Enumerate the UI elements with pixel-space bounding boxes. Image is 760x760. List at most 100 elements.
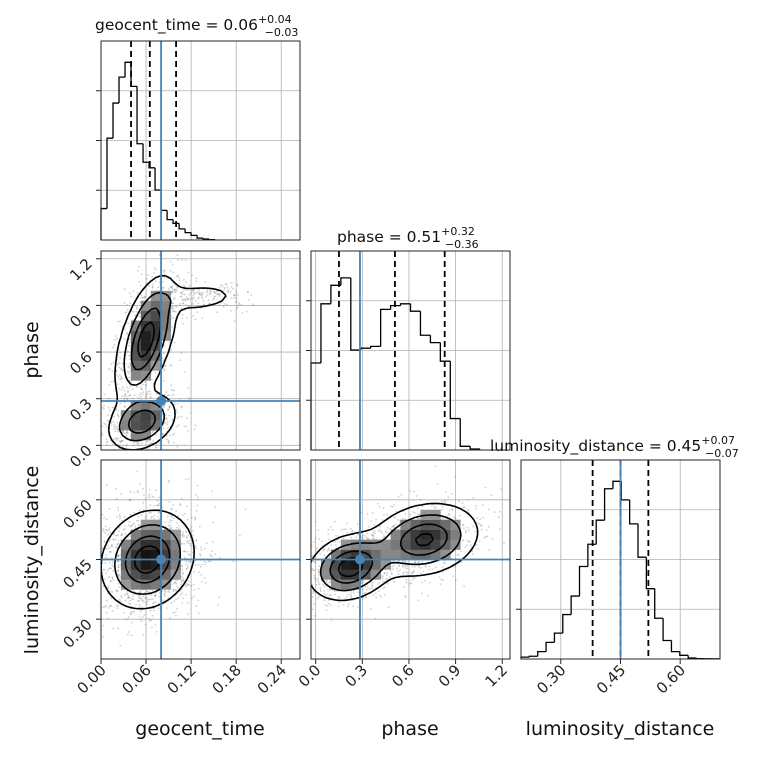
scatter-point: [175, 598, 178, 601]
scatter-point: [414, 566, 416, 568]
scatter-point: [176, 411, 179, 414]
scatter-point: [413, 490, 415, 493]
scatter-point: [117, 509, 120, 512]
scatter-point: [119, 563, 121, 566]
scatter-point: [171, 418, 174, 421]
scatter-point: [194, 299, 197, 302]
scatter-point: [317, 568, 320, 571]
scatter-point: [149, 396, 151, 399]
scatter-point: [181, 569, 184, 572]
scatter-point: [381, 580, 384, 583]
density-cell: [130, 539, 142, 550]
title-luminosity-distance-value: luminosity_distance = 0.45: [490, 437, 701, 456]
scatter-point: [174, 289, 177, 292]
scatter-point: [129, 302, 131, 305]
hist-bin: [603, 488, 613, 521]
scatter-panel-geocent-time-vs-luminosity-distance: [100, 459, 301, 660]
scatter-point: [338, 601, 340, 604]
scatter-point: [191, 298, 194, 301]
scatter-point: [397, 565, 400, 567]
scatter-point: [107, 567, 110, 570]
density-cell: [140, 549, 152, 560]
scatter-point: [419, 566, 422, 569]
scatter-point: [318, 565, 321, 568]
scatter-point: [177, 597, 180, 599]
scatter-point: [232, 296, 235, 299]
scatter-point: [238, 303, 240, 306]
scatter-point: [470, 544, 472, 546]
hist-bin: [320, 303, 331, 364]
scatter-point: [117, 604, 120, 606]
scatter-point: [191, 301, 194, 304]
density-cell: [120, 549, 132, 560]
scatter-point: [143, 295, 146, 298]
density-cell: [160, 559, 171, 570]
scatter-point: [380, 576, 383, 579]
scatter-point: [138, 597, 140, 600]
scatter-point: [480, 524, 482, 527]
title-phase-value: phase = 0.51: [337, 228, 441, 246]
scatter-point: [190, 516, 193, 519]
scatter-point: [147, 440, 149, 443]
scatter-point: [186, 541, 189, 543]
scatter-point: [175, 305, 177, 308]
scatter-point: [176, 274, 179, 277]
scatter-point: [478, 523, 481, 526]
scatter-point: [142, 296, 144, 299]
hist-bin: [687, 655, 697, 659]
scatter-point: [212, 521, 215, 524]
scatter-point: [206, 289, 209, 292]
scatter-point: [142, 594, 145, 597]
scatter-point: [467, 529, 470, 532]
hist-bin: [553, 632, 563, 643]
scatter-point: [169, 351, 171, 354]
scatter-point: [114, 534, 116, 537]
scatter-point: [417, 599, 420, 602]
scatter-point: [184, 298, 187, 301]
scatter-point: [180, 258, 183, 261]
scatter-point: [214, 506, 217, 509]
scatter-point: [319, 590, 322, 593]
scatter-point: [129, 394, 132, 397]
scatter-point: [443, 500, 446, 503]
scatter-point: [311, 596, 314, 598]
scatter-point: [370, 520, 372, 522]
scatter-point: [107, 533, 109, 536]
scatter-point: [105, 518, 108, 521]
scatter-point: [370, 608, 372, 610]
scatter-point: [201, 291, 204, 294]
scatter-point: [182, 572, 185, 574]
scatter-point: [402, 564, 405, 567]
scatter-point: [227, 291, 230, 294]
scatter-point: [184, 259, 187, 262]
scatter-point: [337, 605, 340, 608]
scatter-point: [171, 305, 174, 308]
scatter-point: [402, 561, 405, 563]
scatter-point: [395, 510, 398, 513]
scatter-point: [451, 493, 454, 495]
hist-bin: [154, 167, 162, 191]
scatter-point: [446, 514, 449, 517]
scatter-point: [163, 521, 166, 523]
scatter-point: [129, 490, 132, 493]
scatter-point: [500, 488, 502, 491]
scatter-point: [213, 297, 216, 300]
scatter-point: [173, 389, 176, 392]
hist-bin: [136, 86, 144, 145]
scatter-point: [428, 581, 431, 584]
scatter-point: [110, 381, 113, 383]
scatter-point: [369, 587, 372, 590]
scatter-point: [140, 388, 143, 390]
scatter-point: [176, 417, 179, 420]
scatter-point: [153, 267, 156, 270]
scatter-point: [146, 447, 149, 450]
scatter-point: [127, 365, 130, 368]
scatter-point: [115, 546, 117, 548]
scatter-point: [167, 441, 170, 443]
scatter-point: [197, 599, 200, 602]
scatter-point: [174, 611, 177, 614]
scatter-point: [464, 546, 467, 549]
scatter-point: [124, 599, 127, 602]
scatter-point: [161, 360, 164, 363]
scatter-point: [200, 581, 203, 583]
